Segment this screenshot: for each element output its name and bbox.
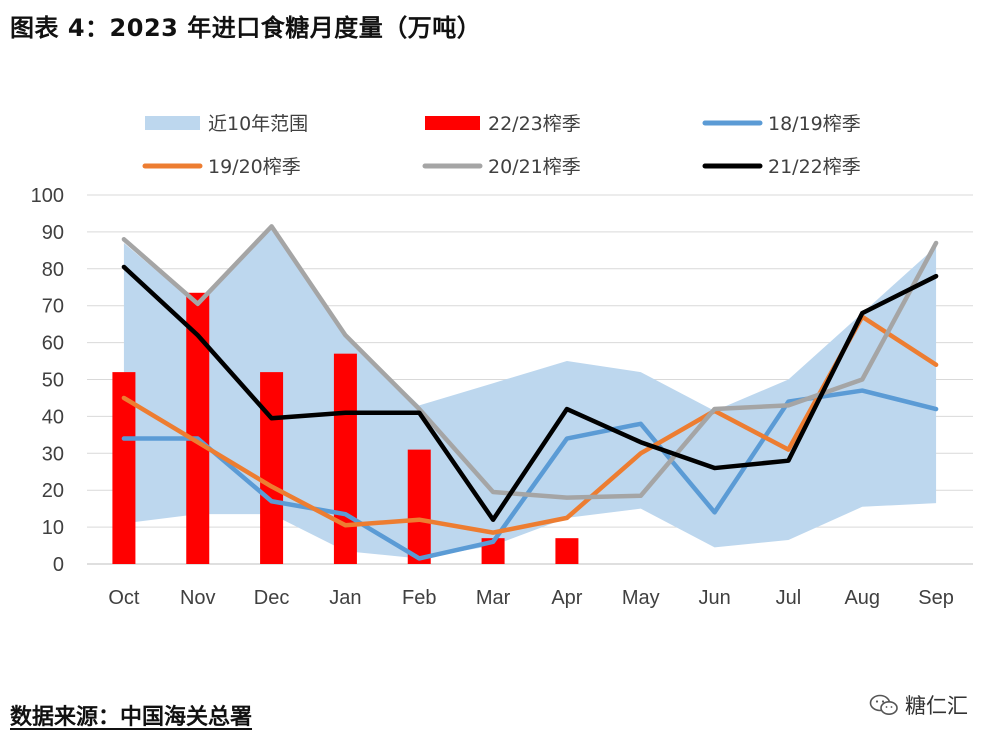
y-tick-label: 20 [42, 480, 64, 502]
x-tick-label: Aug [844, 587, 880, 609]
legend-item: 18/19榨季 [702, 113, 861, 135]
bars-group [112, 292, 579, 564]
chart-title: 图表 4：2023 年进口食糖月度量（万吨） [10, 14, 482, 42]
legend-label: 21/22榨季 [768, 156, 861, 178]
data-source: 数据来源：中国海关总署 [10, 705, 253, 730]
x-axis: Oct Nov Dec Jan Feb Mar Apr May Jun Jul Aug Sep [108, 587, 954, 609]
legend: 近10年范围 22/23榨季 18/19榨季 19/20榨季 20/21榨季 21/22榨… [142, 113, 861, 178]
legend-label: 18/19榨季 [768, 113, 861, 135]
legend-item: 22/23榨季 [425, 113, 581, 135]
bar-jan [333, 353, 357, 564]
series-line-1 [121, 314, 939, 535]
y-tick-label: 70 [42, 296, 64, 318]
y-tick-label: 50 [42, 370, 64, 392]
range-area [123, 228, 937, 559]
legend-item: 19/20榨季 [142, 156, 301, 178]
x-tick-label: Mar [476, 587, 511, 609]
legend-label: 22/23榨季 [488, 113, 581, 135]
y-tick-label: 10 [42, 517, 64, 539]
bar-dec [260, 372, 284, 564]
x-tick-label: May [622, 587, 660, 609]
y-tick-label: 60 [42, 333, 64, 355]
y-tick-label: 80 [42, 259, 64, 281]
y-tick-label: 0 [53, 554, 64, 576]
series-lines [121, 224, 939, 561]
x-tick-label: Apr [551, 587, 582, 609]
import-sugar-monthly-chart: 近10年范围 22/23榨季 18/19榨季 19/20榨季 20/21榨季 21/22榨… [31, 113, 973, 609]
x-tick-label: Jul [776, 587, 802, 609]
y-tick-label: 30 [42, 443, 64, 465]
legend-label: 20/21榨季 [488, 156, 581, 178]
y-tick-label: 100 [31, 185, 64, 207]
y-tick-label: 90 [42, 222, 64, 244]
series-line-3 [121, 264, 939, 522]
legend-label: 19/20榨季 [208, 156, 301, 178]
watermark: 糖仁汇 [869, 690, 968, 720]
bar-oct [112, 372, 136, 564]
legend-swatch [425, 116, 480, 130]
legend-item: 21/22榨季 [702, 156, 861, 178]
x-tick-label: Sep [918, 587, 954, 609]
legend-item: 近10年范围 [145, 113, 308, 135]
series-line-2 [121, 224, 939, 500]
range-area-shape [123, 228, 937, 559]
watermark-text: 糖仁汇 [905, 694, 968, 718]
bar-feb [407, 449, 431, 564]
x-tick-label: Dec [254, 587, 290, 609]
bar-nov [186, 292, 210, 564]
x-tick-label: Nov [180, 587, 216, 609]
x-tick-label: Jun [698, 587, 730, 609]
legend-swatch [145, 116, 200, 130]
x-tick-label: Feb [402, 587, 436, 609]
legend-item: 20/21榨季 [422, 156, 581, 178]
x-tick-label: Jan [329, 587, 361, 609]
legend-label: 近10年范围 [208, 113, 308, 135]
y-axis: 0 10 20 30 40 50 60 70 80 90 100 [31, 185, 64, 576]
bar-apr [555, 538, 579, 564]
y-tick-label: 40 [42, 406, 64, 428]
wechat-icon [869, 693, 899, 717]
x-tick-label: Oct [108, 587, 140, 609]
